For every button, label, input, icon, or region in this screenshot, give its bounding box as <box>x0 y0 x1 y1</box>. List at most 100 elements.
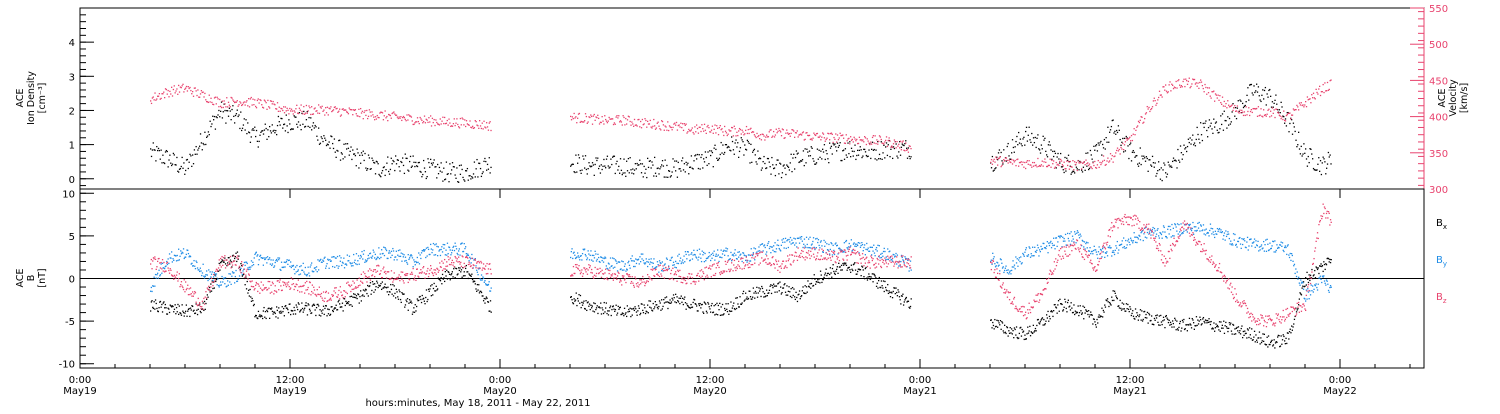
density-point <box>1176 167 1177 168</box>
velocity-point <box>771 137 772 138</box>
field-point-bx <box>1210 324 1211 325</box>
density-point <box>385 169 386 170</box>
velocity-point <box>742 131 743 132</box>
density-point <box>348 148 349 149</box>
field-point-bx <box>630 316 631 317</box>
field-point-by <box>693 250 694 251</box>
density-point <box>1044 138 1045 139</box>
density-point <box>1043 136 1044 137</box>
velocity-point <box>1136 127 1137 128</box>
field-point-by <box>865 249 866 250</box>
velocity-point <box>1147 106 1148 107</box>
field-point-bx <box>445 271 446 272</box>
velocity-point <box>1187 84 1188 85</box>
field-point-by <box>709 252 710 253</box>
field-point-bx <box>1124 308 1125 309</box>
field-point-bx <box>1147 312 1148 313</box>
density-point <box>653 175 654 176</box>
density-point <box>255 136 256 137</box>
field-point-bx <box>772 287 773 288</box>
field-point-bx <box>1081 314 1082 315</box>
density-point <box>1259 95 1260 96</box>
field-point-by <box>1019 261 1020 262</box>
field-point-by <box>716 254 717 255</box>
field-point-by <box>578 257 579 258</box>
velocity-point <box>1243 115 1244 116</box>
field-point-bx <box>374 283 375 284</box>
velocity-point <box>645 120 646 121</box>
density-point <box>1145 161 1146 162</box>
field-point-by <box>766 251 767 252</box>
field-point-bx <box>756 293 757 294</box>
field-point-by <box>315 267 316 268</box>
velocity-point <box>1061 160 1062 161</box>
field-point-bx <box>178 314 179 315</box>
field-point-by <box>298 269 299 270</box>
field-point-bx <box>366 293 367 294</box>
field-point-bx <box>1096 319 1097 320</box>
density-point <box>431 163 432 164</box>
density-point <box>435 166 436 167</box>
field-point-bx <box>812 278 813 279</box>
density-point <box>239 128 240 129</box>
velocity-point <box>267 100 268 101</box>
field-point-bx <box>1298 304 1299 305</box>
density-point <box>888 144 889 145</box>
density-point <box>470 178 471 179</box>
field-point-bx <box>1243 335 1244 336</box>
field-point-by <box>612 257 613 258</box>
field-point-by <box>802 247 803 248</box>
field-point-bx <box>1087 311 1088 312</box>
field-point-bx <box>838 263 839 264</box>
field-point-by <box>711 258 712 259</box>
field-point-bx <box>1063 309 1064 310</box>
velocity-point <box>623 117 624 118</box>
density-point <box>1007 146 1008 147</box>
field-point-bx <box>1236 327 1237 328</box>
velocity-point <box>377 115 378 116</box>
field-point-bx <box>1119 307 1120 308</box>
velocity-point <box>727 135 728 136</box>
density-point <box>391 158 392 159</box>
density-point <box>187 159 188 160</box>
field-point-by <box>201 275 202 276</box>
density-point <box>1325 173 1326 174</box>
field-point-by <box>1009 272 1010 273</box>
velocity-point <box>1318 88 1319 89</box>
field-point-bx <box>1127 308 1128 309</box>
velocity-point <box>404 117 405 118</box>
velocity-point <box>425 122 426 123</box>
field-point-bx <box>1195 325 1196 326</box>
field-point-bx <box>1075 311 1076 312</box>
field-point-bx <box>1253 337 1254 338</box>
density-point <box>850 156 851 157</box>
field-point-bx <box>787 294 788 295</box>
field-point-bx <box>1129 306 1130 307</box>
field-point-bx <box>151 300 152 301</box>
field-point-bx <box>301 302 302 303</box>
velocity-point <box>905 142 906 143</box>
field-point-bx <box>1299 298 1300 299</box>
velocity-point <box>203 92 204 93</box>
density-point <box>264 129 265 130</box>
velocity-point <box>1330 79 1331 80</box>
density-point <box>1001 160 1002 161</box>
field-point-bx <box>700 303 701 304</box>
velocity-point <box>1266 116 1267 117</box>
field-point-bx <box>611 315 612 316</box>
field-point-bx <box>174 309 175 310</box>
velocity-point <box>594 114 595 115</box>
field-point-by <box>394 259 395 260</box>
field-point-by <box>295 266 296 267</box>
density-point <box>1071 172 1072 173</box>
density-point <box>1195 145 1196 146</box>
field-point-bx <box>732 305 733 306</box>
density-point <box>632 168 633 169</box>
field-point-bx <box>1156 317 1157 318</box>
field-point-bx <box>1141 319 1142 320</box>
field-point-bx <box>1133 316 1134 317</box>
field-point-by <box>678 263 679 264</box>
velocity-point <box>790 136 791 137</box>
field-point-by <box>775 251 776 252</box>
density-point <box>679 168 680 169</box>
